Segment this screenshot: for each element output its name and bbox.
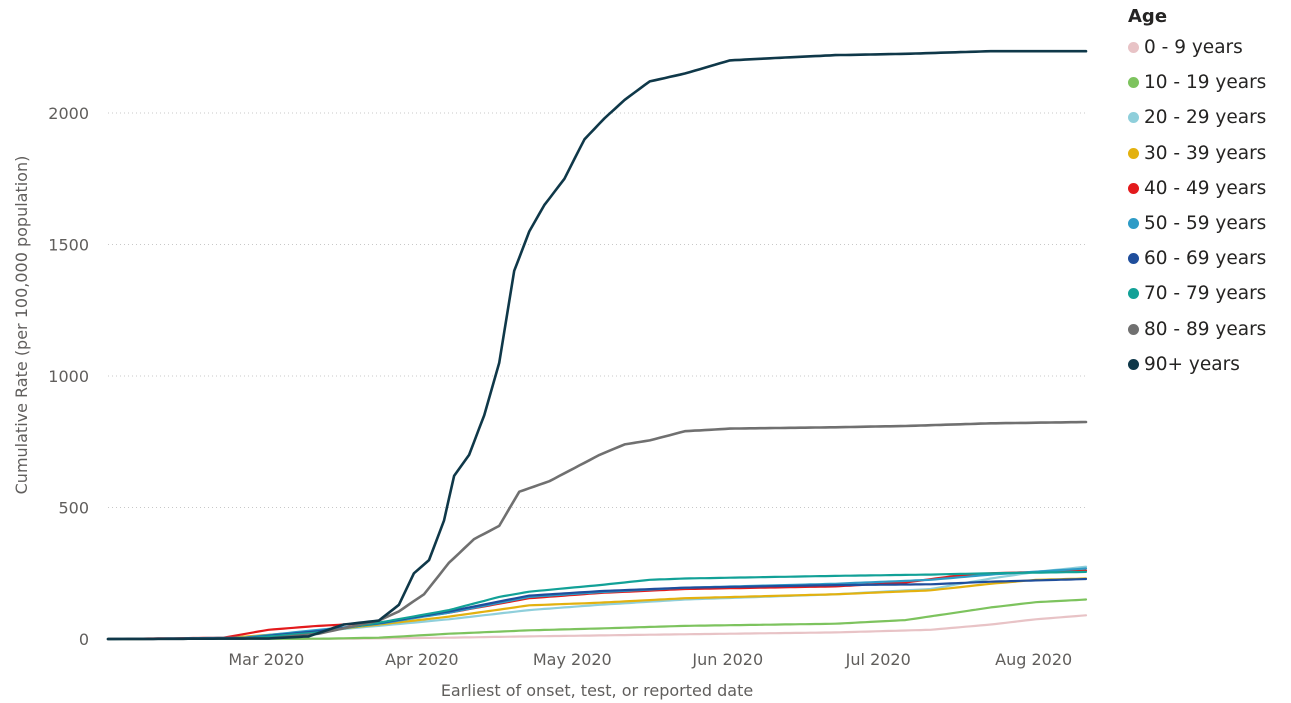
legend-label: 90+ years xyxy=(1144,353,1240,375)
legend-item[interactable]: 50 - 59 years xyxy=(1128,206,1266,241)
series-line-9 xyxy=(106,49,1088,641)
x-tick-label: Mar 2020 xyxy=(228,650,304,669)
legend-label: 20 - 29 years xyxy=(1144,107,1267,129)
legend-item[interactable]: 90+ years xyxy=(1128,347,1266,382)
legend-label: 40 - 49 years xyxy=(1144,177,1267,199)
legend-label: 70 - 79 years xyxy=(1144,283,1267,305)
legend-item[interactable]: 20 - 29 years xyxy=(1128,100,1266,135)
y-tick-label: 0 xyxy=(79,630,89,649)
legend-items: 0 - 9 years 10 - 19 years 20 - 29 years 30 … xyxy=(1128,30,1266,382)
legend-item[interactable]: 80 - 89 years xyxy=(1128,312,1266,347)
legend-item[interactable]: 40 - 49 years xyxy=(1128,171,1266,206)
x-tick-label: Apr 2020 xyxy=(385,650,458,669)
y-tick-label: 500 xyxy=(58,499,89,518)
legend-label: 60 - 69 years xyxy=(1144,248,1267,270)
x-tick-label: May 2020 xyxy=(533,650,612,669)
x-axis-ticks: Mar 2020 Apr 2020 May 2020 Jun 2020 Jul 2020… xyxy=(228,650,1072,669)
legend-marker xyxy=(1128,77,1139,89)
y-tick-label: 1500 xyxy=(48,236,89,255)
legend-item[interactable]: 60 - 69 years xyxy=(1128,241,1266,276)
legend-marker xyxy=(1128,112,1139,124)
legend: Age 0 - 9 years 10 - 19 years 20 - 29 year… xyxy=(1128,4,1266,382)
gridlines xyxy=(108,112,1086,508)
legend-label: 80 - 89 years xyxy=(1144,318,1267,340)
legend-marker xyxy=(1128,288,1139,300)
legend-item[interactable]: 0 - 9 years xyxy=(1128,30,1266,65)
legend-label: 10 - 19 years xyxy=(1144,72,1267,94)
y-axis-title: Cumulative Rate (per 100,000 population) xyxy=(12,156,31,495)
y-tick-label: 2000 xyxy=(48,104,89,123)
legend-item[interactable]: 70 - 79 years xyxy=(1128,276,1266,311)
legend-item[interactable]: 10 - 19 years xyxy=(1128,65,1266,100)
legend-title: Age xyxy=(1128,6,1168,27)
legend-marker xyxy=(1128,323,1139,335)
legend-marker xyxy=(1128,42,1139,54)
legend-item[interactable]: 30 - 39 years xyxy=(1128,136,1266,171)
legend-label: 50 - 59 years xyxy=(1144,213,1267,235)
x-tick-label: Jul 2020 xyxy=(845,650,911,669)
legend-marker xyxy=(1128,358,1139,370)
series-lines xyxy=(106,49,1088,641)
legend-marker xyxy=(1128,182,1139,194)
legend-marker xyxy=(1128,147,1139,159)
y-axis-ticks: 0 500 1000 1500 2000 xyxy=(48,104,89,649)
legend-label: 0 - 9 years xyxy=(1144,37,1243,59)
legend-marker xyxy=(1128,218,1139,230)
x-axis-title: Earliest of onset, test, or reported dat… xyxy=(441,681,753,700)
legend-marker xyxy=(1128,253,1139,265)
y-tick-label: 1000 xyxy=(48,367,89,386)
x-tick-label: Aug 2020 xyxy=(995,650,1072,669)
x-tick-label: Jun 2020 xyxy=(691,650,763,669)
series-line-8 xyxy=(106,420,1088,641)
series-line-7 xyxy=(106,570,1088,641)
legend-label: 30 - 39 years xyxy=(1144,142,1267,164)
